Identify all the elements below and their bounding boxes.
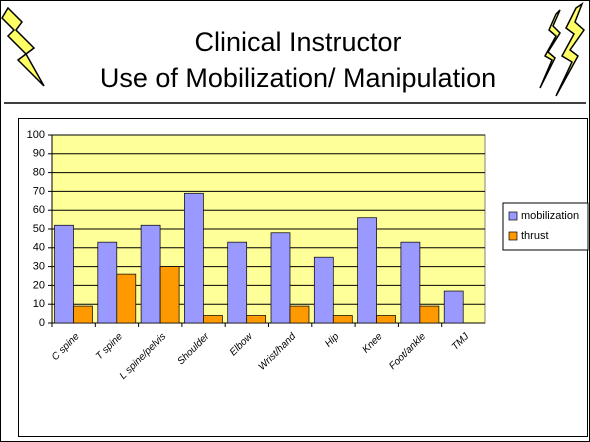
bar [400,241,421,324]
y-tick-label: 90 [33,148,45,160]
y-tick-label: 10 [33,298,45,310]
bar [419,305,440,324]
legend-swatch [508,231,518,241]
bar [332,315,353,324]
bar [203,315,223,324]
legend-swatch [508,211,518,221]
lightning-left [1,6,45,87]
bar [376,315,396,324]
y-tick-label: 100 [27,129,45,141]
bar [313,256,334,324]
title-line-2: Use of Mobilization/ Manipulation [100,63,496,93]
y-tick-label: 70 [33,185,45,197]
lightning-right-2 [539,9,561,89]
bar [159,266,180,324]
legend-label: thrust [521,230,549,242]
bar [97,241,118,324]
y-tick-label: 40 [33,242,45,254]
bar [54,224,74,324]
title-line-1: Clinical Instructor [194,27,401,57]
lightning-right [555,2,585,97]
y-tick-label: 80 [33,167,45,179]
bar [246,315,267,324]
bar [116,273,137,324]
y-tick-label: 30 [33,261,45,273]
y-tick-label: 0 [39,317,45,329]
bar [357,217,377,324]
bar [270,232,291,324]
bar [184,192,204,324]
y-tick-label: 60 [33,204,45,216]
bar [73,305,93,324]
bar [227,241,248,324]
bar [443,290,464,324]
legend-box [502,202,589,251]
y-tick-label: 20 [33,279,45,291]
bar [140,224,161,324]
bar [289,305,310,324]
y-tick-label: 50 [33,223,45,235]
legend-label: mobilization [521,210,579,222]
